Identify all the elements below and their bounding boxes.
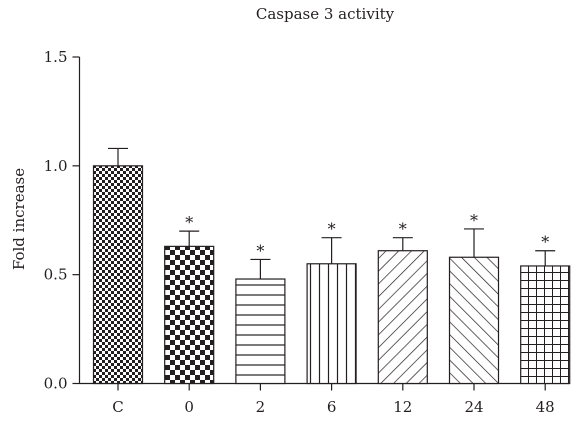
significance-marker: * xyxy=(328,220,336,239)
significance-marker: * xyxy=(541,233,549,252)
significance-marker: * xyxy=(470,211,478,230)
bar xyxy=(164,245,215,385)
significance-marker: * xyxy=(185,213,193,232)
y-axis-label: Fold increase xyxy=(10,168,28,270)
bar xyxy=(235,278,286,385)
x-tick-label: 0 xyxy=(184,398,194,416)
x-tick-label: 12 xyxy=(393,398,412,416)
y-tick-label: 1.0 xyxy=(44,157,68,175)
x-tick-label: 2 xyxy=(256,398,266,416)
y-tick-label: 0.0 xyxy=(44,375,68,393)
chart-title: Caspase 3 activity xyxy=(256,5,395,23)
significance-marker: * xyxy=(256,241,264,260)
y-tick-label: 1.5 xyxy=(44,48,68,66)
bars: * * * * * * xyxy=(92,147,571,385)
x-tick-label: 24 xyxy=(464,398,483,416)
y-tick-label: 0.5 xyxy=(44,266,68,284)
bar xyxy=(92,165,144,385)
bar xyxy=(377,250,428,385)
significance-marker: * xyxy=(399,220,407,239)
x-tick-label: C xyxy=(112,398,123,416)
x-axis-ticks: C 0 2 6 12 24 48 xyxy=(112,383,555,416)
bar xyxy=(448,256,500,385)
bar xyxy=(306,263,357,385)
bar xyxy=(520,265,571,385)
y-axis-ticks: 0.0 0.5 1.0 1.5 xyxy=(44,48,80,393)
x-tick-label: 48 xyxy=(536,398,555,416)
x-tick-label: 6 xyxy=(327,398,337,416)
